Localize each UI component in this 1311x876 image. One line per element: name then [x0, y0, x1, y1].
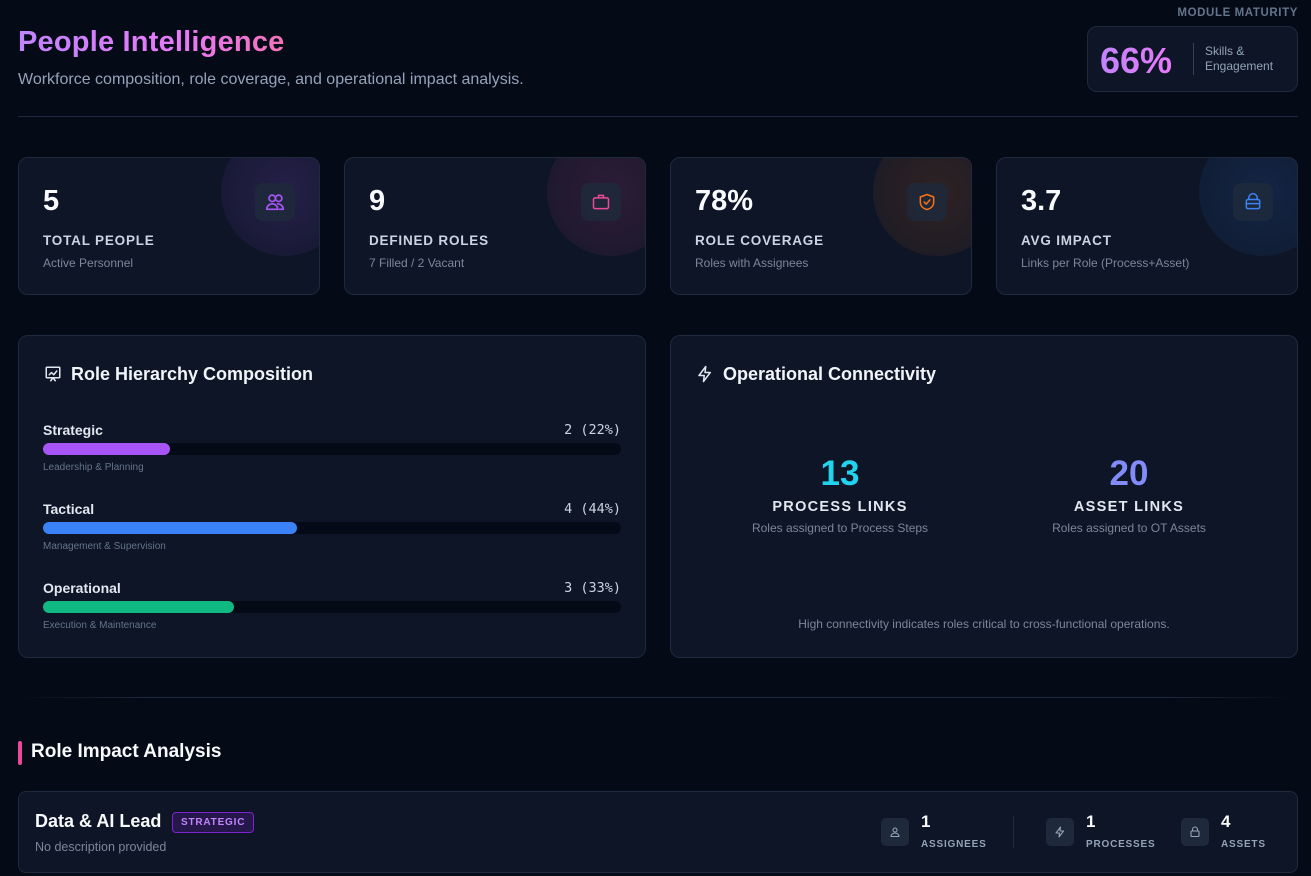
- tier-name: Strategic: [43, 422, 103, 438]
- lock-icon: [1181, 818, 1209, 846]
- role-name: Data & AI Lead: [35, 811, 162, 831]
- stat-value: 78%: [695, 185, 754, 217]
- tier-name: Tactical: [43, 501, 95, 517]
- role-row[interactable]: Data & AI Lead STRATEGIC No description …: [18, 791, 1298, 873]
- page-subtitle: Workforce composition, role coverage, an…: [18, 71, 524, 88]
- page-title: People Intelligence: [18, 26, 285, 58]
- metric-label: PROCESSES: [1086, 839, 1156, 850]
- process-links-subtitle: Roles assigned to Process Steps: [751, 521, 929, 535]
- stat-label: AVG IMPACT: [1021, 233, 1112, 248]
- role-level-badge: STRATEGIC: [172, 812, 255, 833]
- maturity-divider: [1193, 43, 1194, 75]
- tier-progress-track: [43, 522, 621, 534]
- metric-value: 1: [1086, 812, 1096, 831]
- module-maturity-card: 66% Skills & Engagement: [1087, 26, 1298, 92]
- asset-links-value: 20: [1109, 454, 1149, 493]
- stat-subtitle: Links per Role (Process+Asset): [1021, 256, 1190, 270]
- asset-links-subtitle: Roles assigned to OT Assets: [1052, 521, 1206, 535]
- stat-label: TOTAL PEOPLE: [43, 233, 155, 248]
- stat-subtitle: Active Personnel: [43, 256, 134, 270]
- module-maturity-label: MODULE MATURITY: [1177, 7, 1298, 19]
- stat-value: 3.7: [1021, 185, 1062, 217]
- presentation-chart-icon: [44, 365, 62, 383]
- role-description: No description provided: [35, 840, 167, 854]
- operational-connectivity-panel: Operational Connectivity 13 PROCESS LINK…: [670, 335, 1298, 658]
- tier-progress-fill: [43, 601, 234, 613]
- lightning-icon: [1046, 818, 1074, 846]
- tier-count: 3 (33%): [564, 580, 621, 596]
- metric-label: ASSIGNEES: [921, 839, 987, 850]
- tier-progress-track: [43, 601, 621, 613]
- asset-links-stat: 20 ASSET LINKS Roles assigned to OT Asse…: [999, 454, 1259, 535]
- page-header: People Intelligence Workforce compositio…: [18, 0, 1298, 117]
- users-icon: [255, 183, 295, 221]
- connectivity-note: High connectivity indicates roles critic…: [798, 617, 1170, 631]
- process-links-stat: 13 PROCESS LINKS Roles assigned to Proce…: [710, 454, 970, 535]
- database-icon: [1233, 183, 1273, 221]
- maturity-value: 66%: [1100, 40, 1173, 81]
- tier-description: Execution & Maintenance: [43, 620, 157, 631]
- maturity-description: Skills & Engagement: [1205, 44, 1274, 73]
- stat-label: ROLE COVERAGE: [695, 233, 824, 248]
- tier-progress-track: [43, 443, 621, 455]
- panel-title: Operational Connectivity: [723, 364, 937, 384]
- tier-progress-fill: [43, 522, 298, 534]
- stat-subtitle: Roles with Assignees: [695, 256, 809, 270]
- section-accent-bar: [18, 741, 22, 765]
- panel-title: Role Hierarchy Composition: [71, 364, 314, 384]
- asset-links-label: ASSET LINKS: [1073, 499, 1185, 515]
- section-divider: [18, 697, 1298, 698]
- process-links-value: 13: [820, 454, 860, 493]
- stat-label: DEFINED ROLES: [369, 233, 489, 248]
- stat-card-role-coverage: 78% ROLE COVERAGE Roles with Assignees: [670, 157, 972, 295]
- tier-count: 2 (22%): [564, 422, 621, 438]
- stat-value: 9: [369, 185, 386, 217]
- stat-value: 5: [43, 185, 60, 217]
- stat-card-total-people: 5 TOTAL PEOPLE Active Personnel: [18, 157, 320, 295]
- section-title: Role Impact Analysis: [31, 741, 222, 762]
- metric-label: ASSETS: [1221, 839, 1266, 850]
- metric-value: 4: [1221, 812, 1231, 831]
- shield-check-icon: [907, 183, 947, 221]
- stat-card-defined-roles: 9 DEFINED ROLES 7 Filled / 2 Vacant: [344, 157, 646, 295]
- tier-progress-fill: [43, 443, 171, 455]
- metric-value: 1: [921, 812, 931, 831]
- process-links-label: PROCESS LINKS: [772, 499, 908, 515]
- briefcase-icon: [581, 183, 621, 221]
- lightning-icon: [696, 365, 714, 383]
- tier-count: 4 (44%): [564, 501, 621, 517]
- role-hierarchy-panel: Role Hierarchy Composition Strategic 2 (…: [18, 335, 646, 658]
- stat-subtitle: 7 Filled / 2 Vacant: [369, 256, 465, 270]
- tier-name: Operational: [43, 580, 121, 596]
- metric-separator: [1013, 816, 1014, 848]
- tier-description: Management & Supervision: [43, 541, 166, 552]
- stat-card-avg-impact: 3.7 AVG IMPACT Links per Role (Process+A…: [996, 157, 1298, 295]
- tier-description: Leadership & Planning: [43, 462, 144, 473]
- user-icon: [881, 818, 909, 846]
